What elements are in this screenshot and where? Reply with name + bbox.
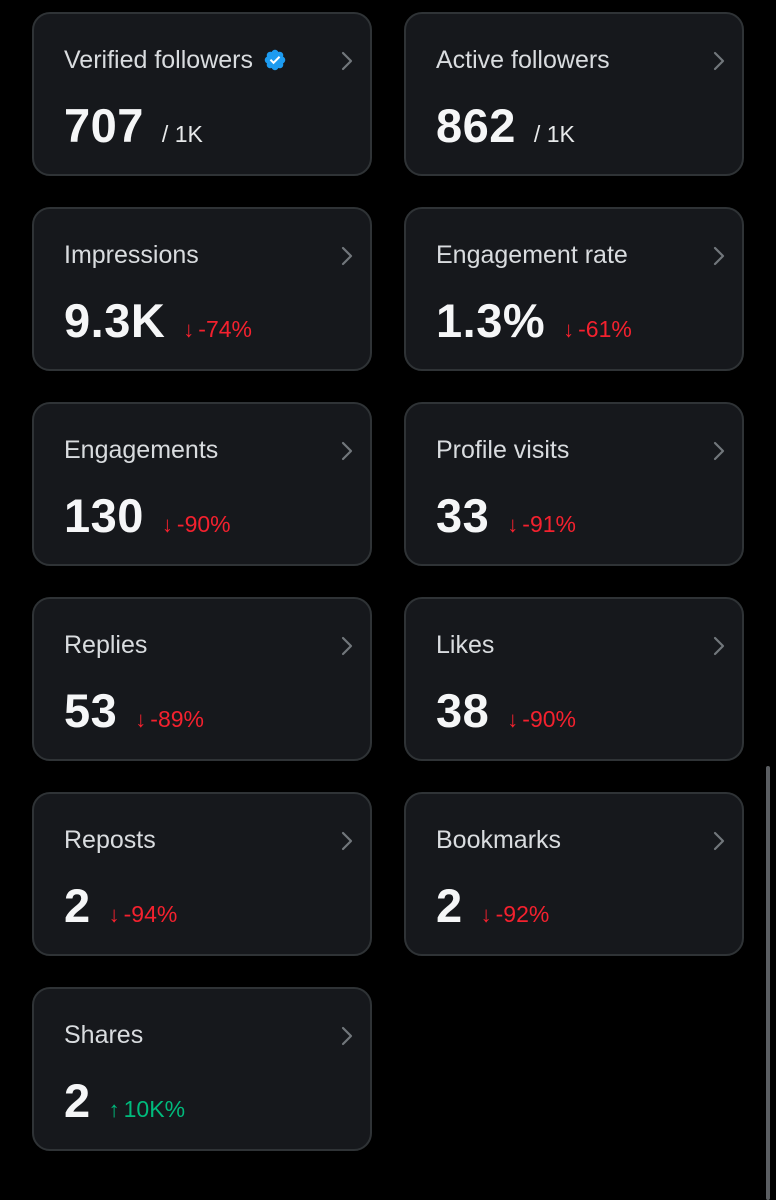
metric-value: 38	[436, 684, 490, 737]
arrow-down-icon: ↓	[507, 512, 519, 537]
metric-change: ↓ -92%	[481, 901, 550, 928]
metric-value-row: 862 / 1K	[436, 98, 575, 154]
change-percent: 10K%	[123, 1096, 186, 1122]
metric-change: ↓ -74%	[183, 316, 252, 343]
chevron-right-icon	[713, 441, 725, 461]
change-percent: -90%	[176, 511, 231, 537]
chevron-right-icon	[713, 51, 725, 71]
arrow-down-icon: ↓	[480, 902, 492, 927]
card-title: Engagements	[64, 434, 218, 466]
arrow-down-icon: ↓	[563, 317, 575, 342]
card-profile-visits[interactable]: Profile visits 33 ↓ -91%	[404, 402, 744, 566]
change-percent: -61%	[578, 316, 632, 342]
metric-value: 2	[436, 879, 463, 932]
card-reposts[interactable]: Reposts 2 ↓ -94%	[32, 792, 372, 956]
change-percent: -90%	[522, 706, 576, 732]
card-title: Engagement rate	[436, 239, 628, 271]
card-title: Likes	[436, 629, 494, 661]
metric-total: / 1K	[161, 121, 203, 147]
metric-value: 862	[436, 99, 516, 152]
metric-change: ↑ 10K%	[109, 1096, 185, 1123]
change-percent: -94%	[123, 901, 178, 927]
metric-value: 1.3%	[436, 294, 546, 347]
chevron-right-icon	[341, 636, 353, 656]
card-title-label: Active followers	[436, 46, 610, 74]
card-title-label: Engagements	[64, 436, 219, 464]
metric-change: ↓ -91%	[507, 511, 576, 538]
chevron-right-icon	[341, 246, 353, 266]
card-title: Replies	[64, 629, 147, 661]
card-title: Active followers	[436, 44, 610, 76]
arrow-down-icon: ↓	[135, 707, 147, 732]
arrow-down-icon: ↓	[507, 707, 519, 732]
card-shares[interactable]: Shares 2 ↑ 10K%	[32, 987, 372, 1151]
metric-value: 130	[64, 489, 144, 542]
chevron-right-icon	[713, 246, 725, 266]
metric-change: ↓ -90%	[162, 511, 231, 538]
chevron-right-icon	[341, 441, 353, 461]
card-impressions[interactable]: Impressions 9.3K ↓ -74%	[32, 207, 372, 371]
arrow-down-icon: ↓	[108, 902, 120, 927]
card-engagement-rate[interactable]: Engagement rate 1.3% ↓ -61%	[404, 207, 744, 371]
card-title-label: Shares	[64, 1021, 144, 1049]
arrow-down-icon: ↓	[161, 512, 173, 537]
chevron-right-icon	[341, 51, 353, 71]
metric-value-row: 1.3% ↓ -61%	[436, 293, 632, 349]
card-verified-followers[interactable]: Verified followers 707 / 1K	[32, 12, 372, 176]
metric-value-row: 2 ↓ -92%	[436, 878, 549, 934]
metric-value-row: 2 ↓ -94%	[64, 878, 177, 934]
metric-value-row: 53 ↓ -89%	[64, 683, 204, 739]
chevron-right-icon	[713, 831, 725, 851]
card-title-label: Engagement rate	[436, 241, 628, 269]
card-title-label: Bookmarks	[436, 826, 562, 854]
metric-value: 707	[64, 99, 144, 152]
verified-badge-icon	[264, 49, 286, 71]
metric-value-row: 38 ↓ -90%	[436, 683, 576, 739]
metric-change: ↓ -89%	[135, 706, 204, 733]
metric-total: / 1K	[533, 121, 575, 147]
metric-change: ↓ -94%	[109, 901, 178, 928]
metric-value-row: 33 ↓ -91%	[436, 488, 576, 544]
metric-value-row: 130 ↓ -90%	[64, 488, 231, 544]
card-title: Verified followers	[64, 44, 287, 76]
card-title-label: Verified followers	[64, 46, 253, 74]
change-percent: -74%	[198, 316, 252, 342]
change-percent: -89%	[150, 706, 204, 732]
card-engagements[interactable]: Engagements 130 ↓ -90%	[32, 402, 372, 566]
card-title-label: Impressions	[64, 241, 199, 269]
card-title: Shares	[64, 1019, 143, 1051]
card-title-label: Likes	[436, 631, 495, 659]
arrow-down-icon: ↓	[183, 317, 195, 342]
metric-value: 33	[436, 489, 490, 542]
card-title: Bookmarks	[436, 824, 561, 856]
change-percent: -92%	[495, 901, 550, 927]
metric-value: 2	[64, 1074, 91, 1127]
card-title-label: Replies	[64, 631, 148, 659]
metric-value: 9.3K	[64, 294, 166, 347]
chevron-right-icon	[341, 831, 353, 851]
card-bookmarks[interactable]: Bookmarks 2 ↓ -92%	[404, 792, 744, 956]
card-title-label: Reposts	[64, 826, 156, 854]
change-percent: -91%	[522, 511, 576, 537]
chevron-right-icon	[713, 636, 725, 656]
chevron-right-icon	[341, 1026, 353, 1046]
metric-value: 53	[64, 684, 118, 737]
card-active-followers[interactable]: Active followers 862 / 1K	[404, 12, 744, 176]
metric-value: 2	[64, 879, 91, 932]
card-title: Reposts	[64, 824, 156, 856]
card-replies[interactable]: Replies 53 ↓ -89%	[32, 597, 372, 761]
arrow-up-icon: ↑	[108, 1097, 120, 1122]
metric-value-row: 2 ↑ 10K%	[64, 1073, 185, 1129]
metric-change: ↓ -90%	[507, 706, 576, 733]
metric-value-row: 9.3K ↓ -74%	[64, 293, 252, 349]
card-title: Impressions	[64, 239, 199, 271]
metrics-grid: Verified followers 707 / 1K Active follo…	[32, 12, 744, 1151]
scrollbar[interactable]	[766, 766, 770, 1200]
card-title: Profile visits	[436, 434, 569, 466]
card-likes[interactable]: Likes 38 ↓ -90%	[404, 597, 744, 761]
metric-change: ↓ -61%	[563, 316, 632, 343]
card-title-label: Profile visits	[436, 436, 570, 464]
metric-value-row: 707 / 1K	[64, 98, 203, 154]
